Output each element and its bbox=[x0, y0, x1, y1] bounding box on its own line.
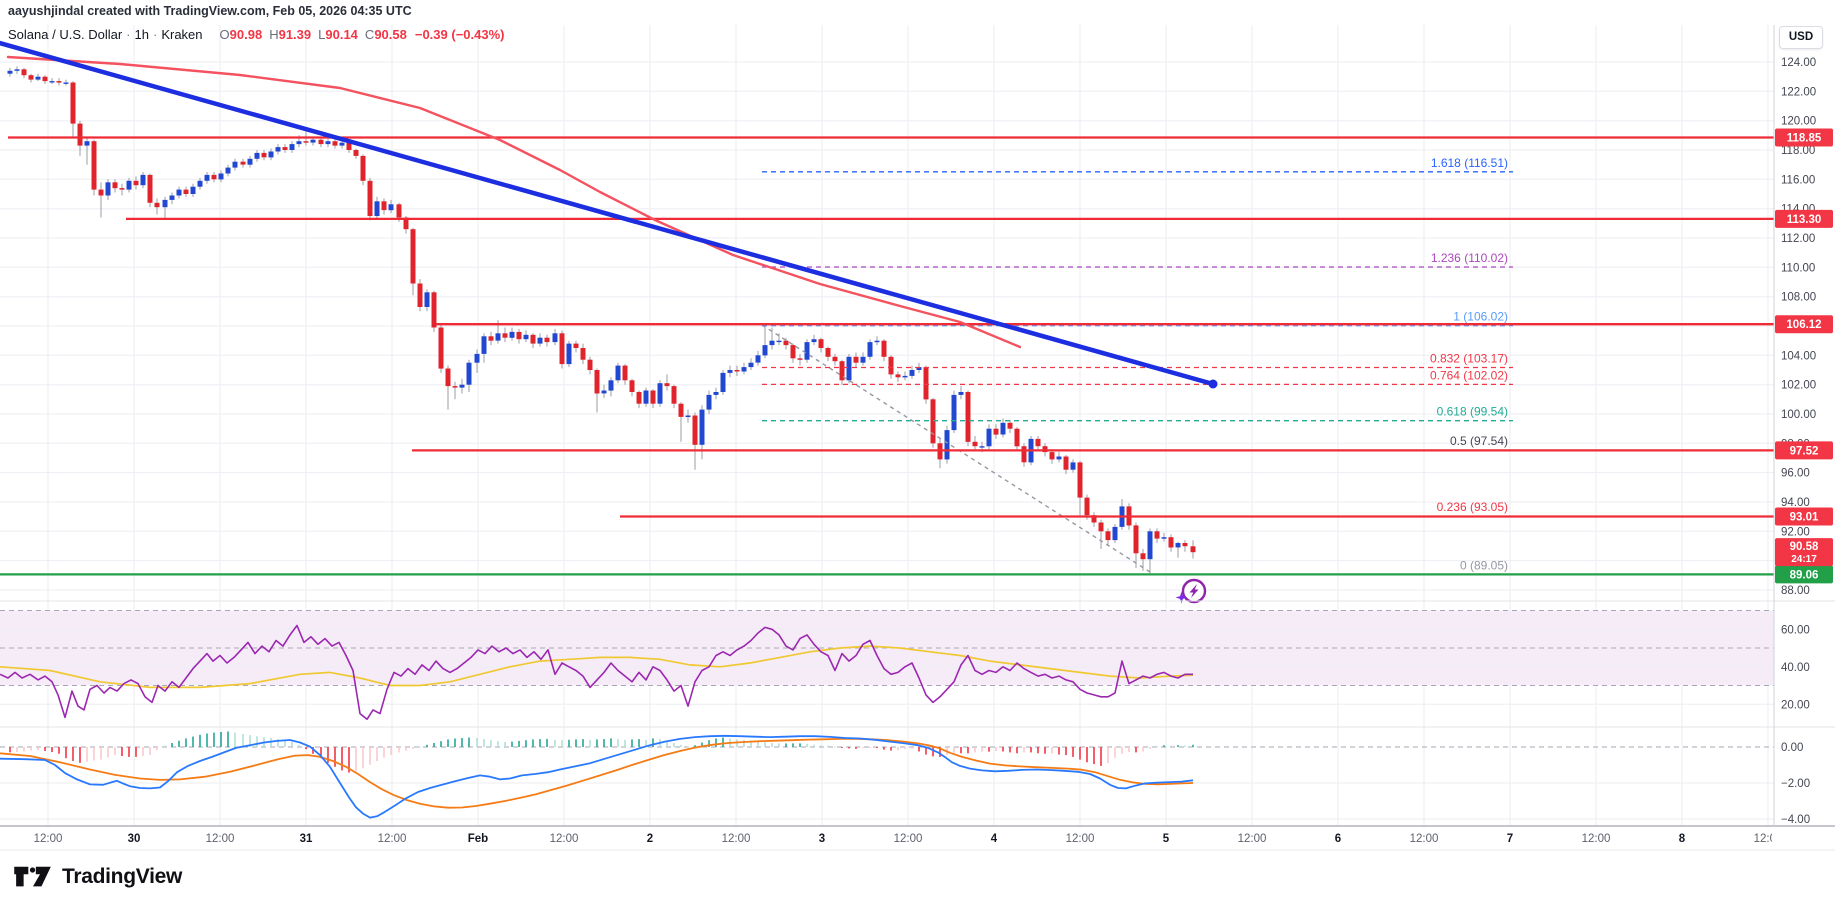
svg-text:4: 4 bbox=[991, 833, 998, 845]
blue-trendline[interactable] bbox=[0, 40, 1216, 387]
svg-text:106.12: 106.12 bbox=[1786, 319, 1821, 331]
svg-text:60.00: 60.00 bbox=[1781, 624, 1810, 636]
svg-text:−4.00: −4.00 bbox=[1781, 814, 1810, 826]
svg-text:96.00: 96.00 bbox=[1781, 468, 1810, 480]
svg-text:104.00: 104.00 bbox=[1781, 350, 1816, 362]
price-level-badge: 89.06 bbox=[1775, 565, 1833, 584]
fib-level-label: 1.236 (110.02) bbox=[1431, 251, 1508, 265]
svg-text:94.00: 94.00 bbox=[1781, 497, 1810, 509]
svg-text:−2.00: −2.00 bbox=[1781, 778, 1810, 790]
svg-text:40.00: 40.00 bbox=[1781, 662, 1810, 674]
svg-text:110.00: 110.00 bbox=[1781, 262, 1815, 274]
svg-text:12:00: 12:00 bbox=[1754, 833, 1783, 845]
svg-text:5: 5 bbox=[1163, 833, 1170, 845]
trendline-handle[interactable] bbox=[1208, 379, 1218, 389]
svg-text:12:00: 12:00 bbox=[1410, 833, 1439, 845]
svg-text:118.00: 118.00 bbox=[1781, 145, 1815, 157]
svg-text:20.00: 20.00 bbox=[1781, 699, 1810, 711]
price-level-badge: 113.30 bbox=[1775, 209, 1833, 228]
svg-text:7: 7 bbox=[1507, 833, 1513, 845]
svg-text:0.00: 0.00 bbox=[1781, 742, 1803, 754]
separator-dot: · bbox=[126, 27, 131, 42]
price-level-badge: 93.01 bbox=[1775, 507, 1833, 526]
svg-text:8: 8 bbox=[1679, 833, 1686, 845]
svg-text:108.00: 108.00 bbox=[1781, 292, 1816, 304]
fib-level-label: 0.764 (102.02) bbox=[1430, 368, 1508, 382]
svg-text:92.00: 92.00 bbox=[1781, 526, 1810, 538]
svg-text:6: 6 bbox=[1335, 833, 1341, 845]
svg-text:100.00: 100.00 bbox=[1781, 409, 1816, 421]
svg-text:12:00: 12:00 bbox=[34, 833, 63, 845]
svg-text:89.06: 89.06 bbox=[1790, 569, 1819, 581]
sparkle-icon bbox=[1175, 591, 1188, 604]
watermark-text: aayushjindal created with TradingView.co… bbox=[8, 4, 412, 18]
svg-text:31: 31 bbox=[300, 833, 313, 845]
time-scale[interactable]: 12:00 30 12:00 31 12:00 Feb 12:00 2 12:00 3 12:00 4… bbox=[34, 833, 1783, 845]
svg-text:12:00: 12:00 bbox=[1066, 833, 1095, 845]
price-level-badge: 118.85 bbox=[1775, 128, 1833, 147]
fib-level-label: 1 (106.02) bbox=[1453, 310, 1508, 324]
fib-level-label: 0.832 (103.17) bbox=[1430, 352, 1508, 366]
fib-level-label: 0.618 (99.54) bbox=[1437, 405, 1508, 419]
svg-text:12:00: 12:00 bbox=[1582, 833, 1611, 845]
tradingview-logo-icon bbox=[14, 866, 51, 887]
svg-text:12:00: 12:00 bbox=[206, 833, 235, 845]
svg-text:113.30: 113.30 bbox=[1787, 214, 1822, 226]
macd-signal-line[interactable] bbox=[0, 738, 1194, 809]
interval-label[interactable]: 1h bbox=[134, 27, 149, 42]
tradingview-brand-text: TradingView bbox=[62, 865, 183, 888]
price-level-badge: 97.52 bbox=[1775, 441, 1833, 460]
svg-text:3: 3 bbox=[819, 833, 825, 845]
fib-level-label: 0.5 (97.54) bbox=[1450, 434, 1508, 448]
candlestick-series[interactable] bbox=[7, 66, 1196, 574]
bar-countdown: 24:17 bbox=[1791, 554, 1817, 565]
fib-level-label: 0 (89.05) bbox=[1460, 559, 1508, 573]
svg-text:112.00: 112.00 bbox=[1781, 233, 1815, 245]
lightning-marker-icon[interactable] bbox=[1175, 578, 1207, 604]
svg-text:12:00: 12:00 bbox=[894, 833, 923, 845]
svg-text:124.00: 124.00 bbox=[1781, 57, 1816, 69]
exchange-label[interactable]: Kraken bbox=[161, 27, 203, 42]
symbol-title[interactable]: Solana / U.S. Dollar bbox=[8, 27, 123, 42]
rsi-line[interactable] bbox=[0, 624, 1193, 721]
svg-text:30: 30 bbox=[128, 833, 141, 845]
svg-text:97.52: 97.52 bbox=[1790, 445, 1819, 457]
ohlc-values: O90.98 H91.39 L90.14 C90.58 −0.39 (−0.43%) bbox=[219, 27, 505, 42]
symbol-bar[interactable]: Solana / U.S. Dollar · 1h · Kraken O90.98 H91.… bbox=[8, 27, 504, 42]
svg-text:102.00: 102.00 bbox=[1781, 380, 1816, 392]
svg-text:12:00: 12:00 bbox=[722, 833, 751, 845]
price-level-badge: 106.12 bbox=[1775, 315, 1833, 334]
svg-text:116.00: 116.00 bbox=[1781, 174, 1815, 186]
svg-text:93.01: 93.01 bbox=[1790, 512, 1819, 524]
svg-text:12:00: 12:00 bbox=[1238, 833, 1267, 845]
red-ma-curve[interactable] bbox=[6, 55, 1022, 349]
change-value: −0.39 (−0.43%) bbox=[414, 27, 505, 42]
svg-text:118.85: 118.85 bbox=[1787, 133, 1822, 145]
tradingview-footer[interactable]: TradingView bbox=[12, 862, 182, 892]
fib-level-label: 0.236 (93.05) bbox=[1437, 500, 1508, 514]
svg-text:90.58: 90.58 bbox=[1790, 541, 1819, 553]
fib-level-label: 1.618 (116.51) bbox=[1431, 156, 1508, 170]
macd-histogram bbox=[9, 731, 1194, 773]
currency-toggle[interactable]: USD bbox=[1779, 26, 1823, 49]
fib-baseline[interactable] bbox=[761, 324, 1151, 573]
svg-text:2: 2 bbox=[647, 833, 653, 845]
svg-text:Feb: Feb bbox=[468, 833, 488, 845]
macd-line[interactable] bbox=[0, 734, 1194, 819]
svg-text:120.00: 120.00 bbox=[1781, 116, 1816, 128]
svg-text:12:00: 12:00 bbox=[550, 833, 579, 845]
svg-text:122.00: 122.00 bbox=[1781, 86, 1816, 98]
svg-text:12:00: 12:00 bbox=[378, 833, 407, 845]
price-scale[interactable]: 124.00122.00120.00118.00116.00114.00112.… bbox=[1781, 57, 1816, 826]
svg-text:88.00: 88.00 bbox=[1781, 585, 1810, 597]
separator-dot: · bbox=[152, 27, 158, 42]
